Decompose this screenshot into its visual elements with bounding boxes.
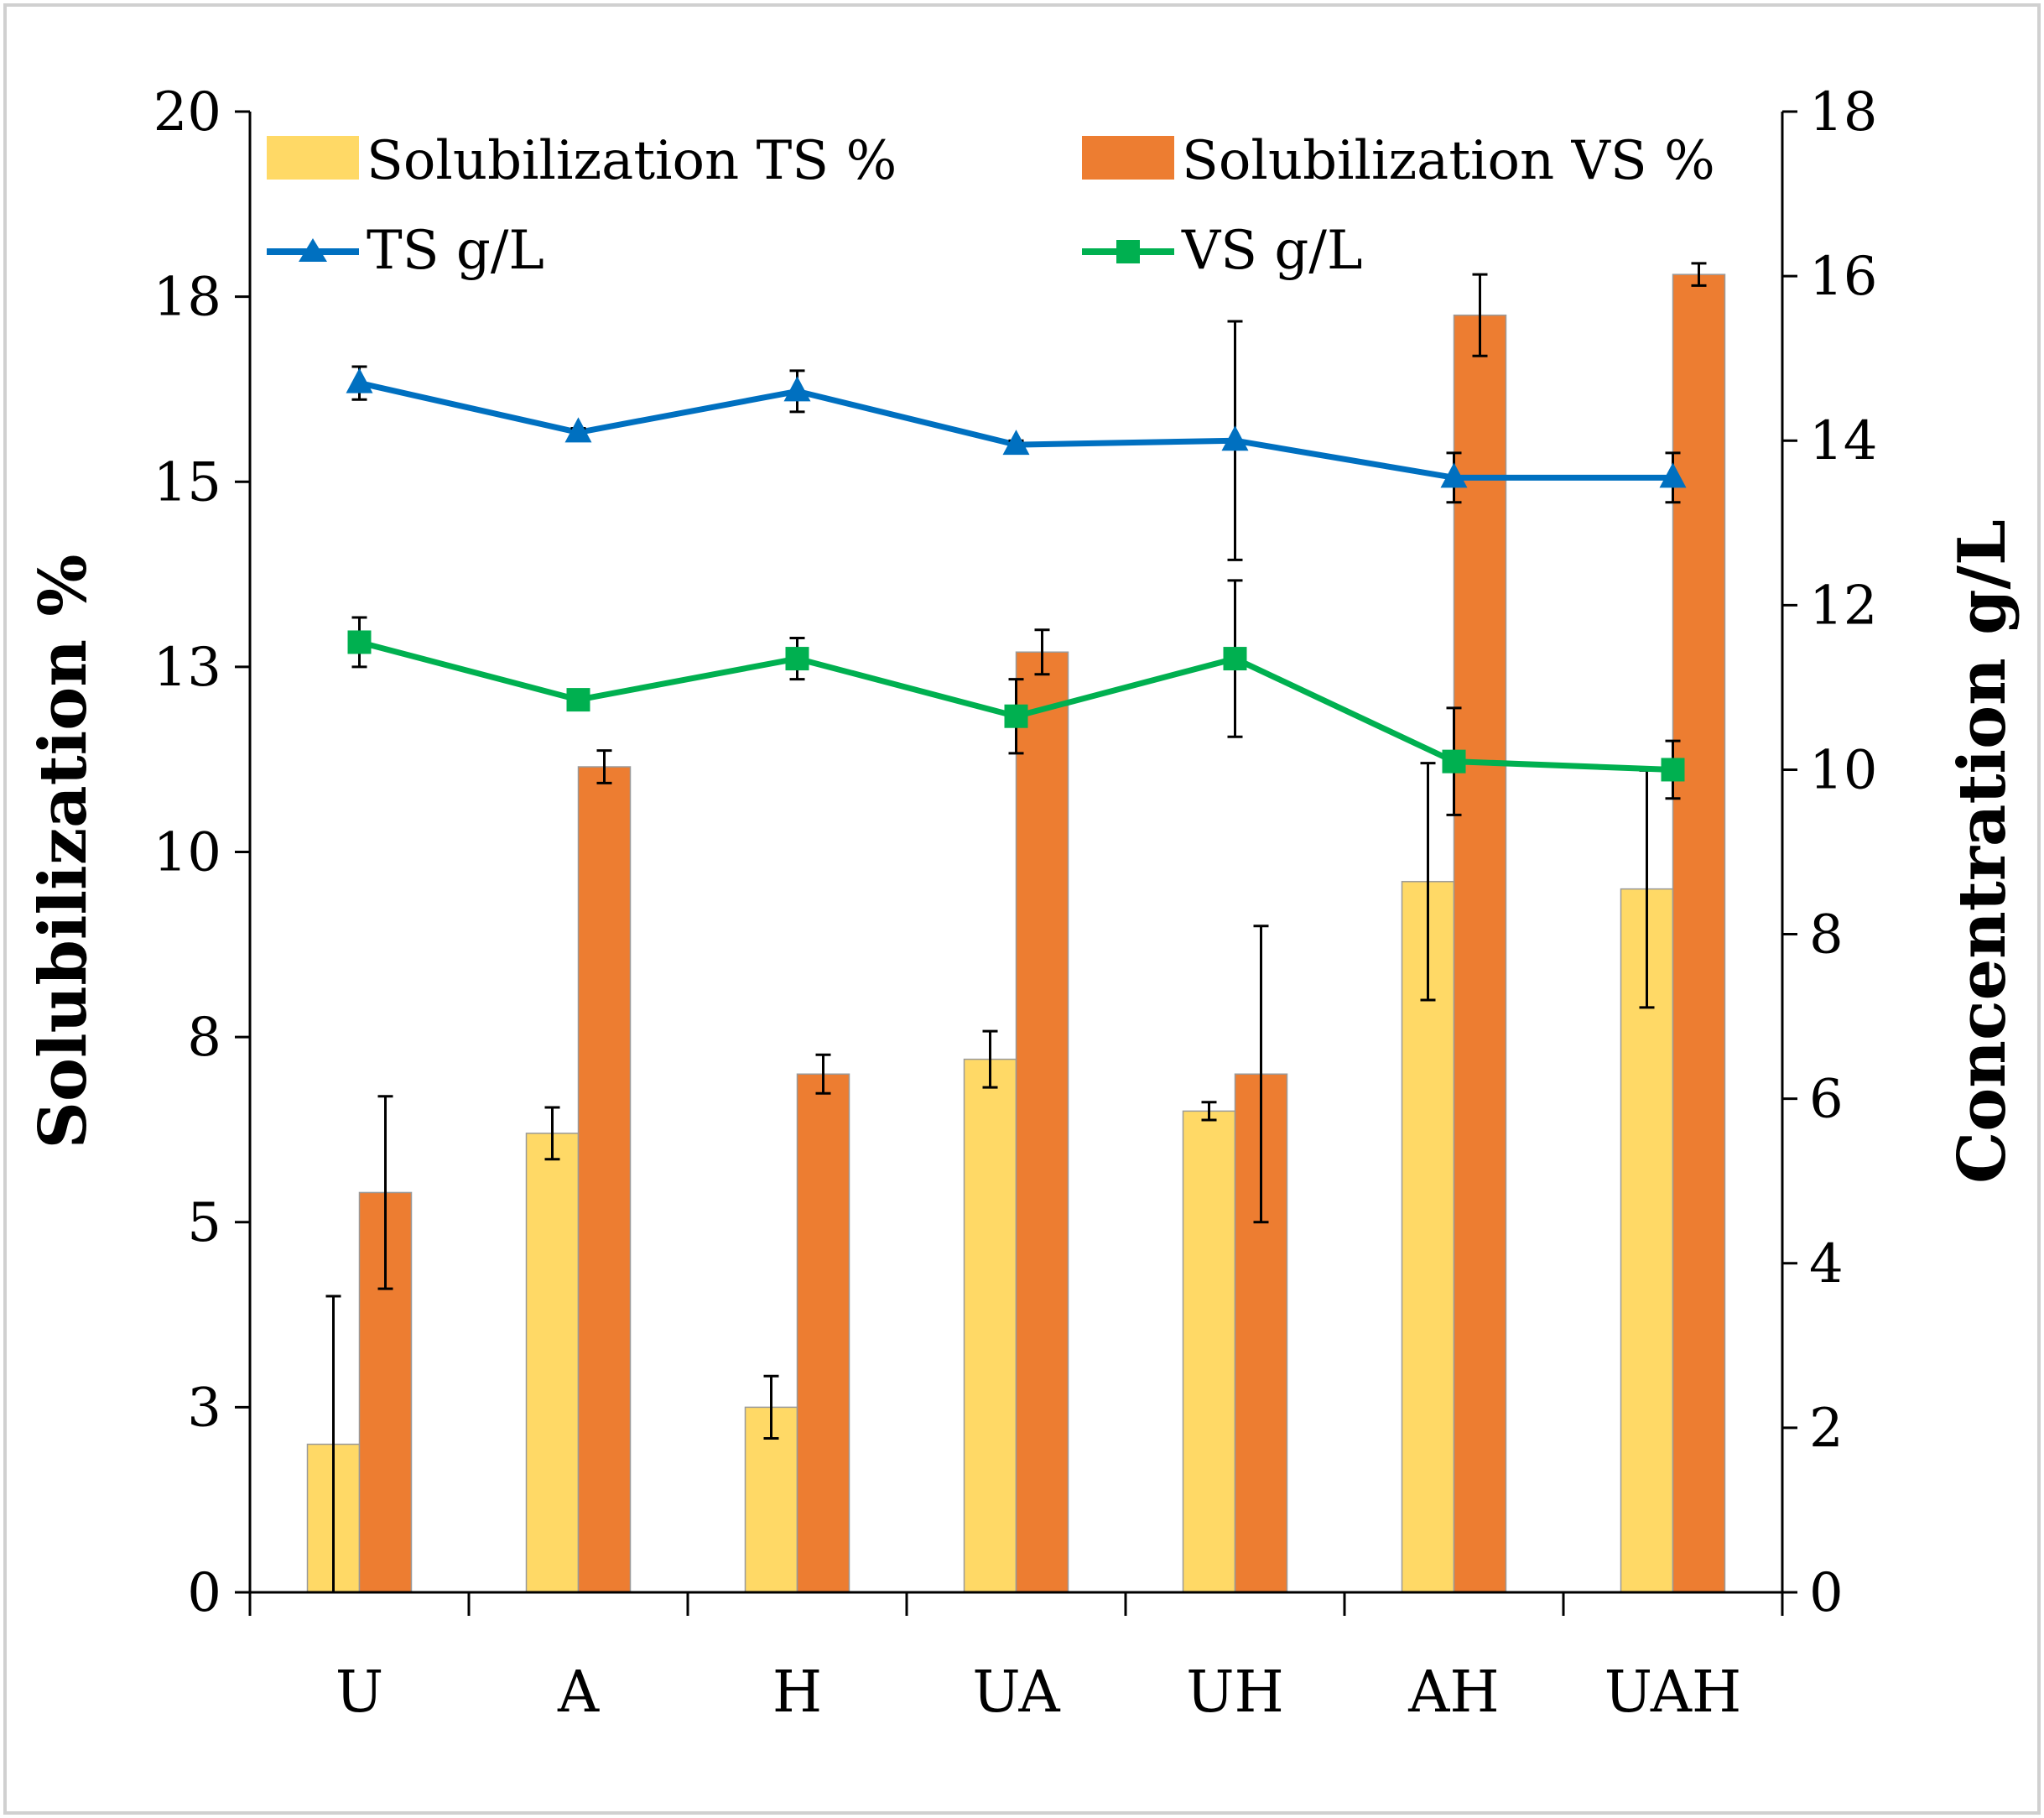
- y-left-tick-label: 18: [153, 267, 221, 329]
- lines-layer: [346, 320, 1687, 816]
- y-left-tick-label: 10: [153, 822, 221, 884]
- y-left-tick-label: 8: [187, 1007, 221, 1069]
- legend-label-vs-gl: VS g/L: [1181, 220, 1362, 282]
- error-bar-vs-ua: [1034, 628, 1050, 676]
- bar-error-bars-layer: [325, 262, 1707, 1594]
- legend-label-ts-percent: Solubilization TS %: [367, 130, 897, 192]
- legend-label-vs-percent: Solubilization VS %: [1182, 130, 1715, 192]
- error-bar-ts-ah: [1420, 762, 1436, 1002]
- error-bar-ts-h: [763, 1374, 779, 1440]
- point-ts-gl-h: [783, 376, 811, 402]
- error-bar-vs-a: [596, 749, 612, 784]
- x-tick-label-uh: UH: [1186, 1659, 1284, 1726]
- y-left-tick-label: 15: [153, 451, 221, 513]
- y-right-tick-label: 2: [1809, 1398, 1844, 1460]
- y-right-tick-label: 14: [1809, 410, 1877, 472]
- legend-marker-triangle-icon: [299, 238, 327, 262]
- y-left-tick-label: 5: [187, 1192, 221, 1254]
- point-ts-gl-a: [564, 417, 592, 443]
- legend-label-ts-gl: TS g/L: [367, 220, 544, 282]
- point-vs-gl-uah: [1661, 758, 1685, 782]
- bar-ts-ua: [963, 1058, 1017, 1593]
- y-left-tick-label: 13: [153, 637, 221, 699]
- x-tick-label-u: U: [335, 1659, 383, 1726]
- bar-vs-ah: [1453, 314, 1507, 1593]
- bar-vs-uah: [1672, 273, 1726, 1593]
- error-bar-vs-uh: [1253, 925, 1269, 1224]
- point-vs-gl-h: [785, 647, 809, 671]
- y-right-tick-label: 16: [1809, 246, 1877, 308]
- legend-swatch-vs-percent: [1082, 136, 1174, 180]
- point-ts-gl-ah: [1440, 462, 1468, 488]
- y-right-tick-label: 10: [1809, 739, 1877, 801]
- point-vs-gl-a: [566, 688, 590, 712]
- x-tick-label-ah: AH: [1407, 1659, 1499, 1726]
- y-left-axis-title: Solubilization %: [25, 555, 101, 1149]
- bar-vs-ua: [1015, 651, 1069, 1593]
- point-vs-gl-u: [347, 630, 372, 654]
- y-right-tick-label: 8: [1809, 904, 1844, 966]
- legend-swatch-ts-percent: [267, 136, 359, 180]
- y-left-tick-label: 20: [153, 81, 221, 143]
- bar-ts-uh: [1182, 1110, 1236, 1593]
- point-vs-gl-uh: [1223, 647, 1247, 671]
- error-bar-ts-ua: [982, 1029, 998, 1089]
- legend: Solubilization TS % Solubilization VS % …: [267, 130, 1715, 282]
- error-bar-vs-ah: [1472, 273, 1488, 357]
- point-ts-gl-u: [346, 367, 373, 393]
- x-tick-label-h: H: [772, 1659, 822, 1726]
- y-right-tick-label: 0: [1809, 1562, 1844, 1624]
- error-bar-vs-h: [815, 1053, 831, 1095]
- point-ts-gl-uh: [1221, 425, 1249, 451]
- x-tick-label-uah: UAH: [1605, 1659, 1742, 1726]
- bar-vs-a: [577, 766, 632, 1593]
- y-left-tick-label: 3: [187, 1377, 221, 1439]
- error-bar-vs-uah: [1691, 262, 1707, 287]
- error-bar-ts-uh: [1201, 1101, 1217, 1122]
- error-bar-ts-a: [544, 1106, 560, 1161]
- bar-vs-h: [796, 1073, 850, 1593]
- legend-marker-square-icon: [1116, 240, 1140, 263]
- error-bar-vs-u: [377, 1095, 393, 1290]
- bars-layer: [306, 273, 1726, 1593]
- point-vs-gl-ah: [1442, 749, 1466, 774]
- x-tick-label-ua: UA: [972, 1659, 1060, 1726]
- y-right-tick-label: 18: [1809, 81, 1877, 143]
- y-right-axis-title: Concentration g/L: [1944, 519, 2021, 1184]
- y-left-tick-label: 0: [187, 1562, 221, 1624]
- y-right-tick-label: 12: [1809, 575, 1877, 637]
- y-right-tick-label: 4: [1809, 1233, 1844, 1295]
- y-right-tick-label: 6: [1809, 1069, 1844, 1131]
- point-ts-gl-ua: [1002, 430, 1030, 456]
- point-ts-gl-uah: [1659, 462, 1687, 488]
- point-vs-gl-ua: [1004, 704, 1028, 728]
- bar-ts-a: [525, 1133, 580, 1593]
- x-tick-label-a: A: [557, 1659, 600, 1726]
